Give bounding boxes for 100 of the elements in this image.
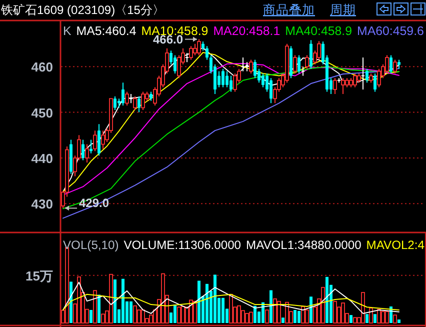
bar <box>254 306 256 323</box>
bar <box>282 318 284 323</box>
candlestick <box>366 68 368 84</box>
candlestick <box>244 62 250 72</box>
bar <box>90 310 92 323</box>
candlestick <box>345 78 349 88</box>
bar <box>381 311 385 324</box>
candlestick <box>230 75 232 92</box>
candlestick <box>357 73 361 84</box>
candlestick <box>85 144 89 164</box>
candlestick <box>341 78 345 95</box>
candlestick <box>150 91 152 102</box>
text: 商品叠加 <box>263 3 315 17</box>
bar <box>133 305 137 324</box>
bar <box>366 314 368 323</box>
bar <box>294 310 296 323</box>
bar <box>353 317 357 324</box>
bar <box>93 290 97 324</box>
bar <box>377 308 381 324</box>
candlestick <box>193 43 197 56</box>
bar <box>333 300 337 324</box>
bar <box>114 279 116 323</box>
bar <box>229 294 233 324</box>
bar <box>249 312 253 324</box>
bar <box>398 320 400 323</box>
candlestick <box>377 68 381 88</box>
bar <box>109 274 113 324</box>
candlestick <box>98 124 100 156</box>
candlestick <box>226 70 228 88</box>
candlestick <box>133 96 137 111</box>
bar <box>245 313 249 324</box>
candlestick <box>300 66 306 76</box>
candlestick <box>398 59 400 70</box>
candlestick <box>293 54 297 74</box>
bar <box>270 290 272 323</box>
candlestick <box>101 130 105 150</box>
candlestick <box>333 78 337 95</box>
candlestick <box>122 82 124 106</box>
candlestick <box>184 52 190 63</box>
bar <box>198 280 200 323</box>
bar <box>310 296 312 323</box>
y-tick-label: 430 <box>31 196 53 212</box>
candlestick <box>197 38 201 56</box>
candlestick <box>240 57 246 72</box>
bar <box>237 305 241 324</box>
candlestick <box>369 73 373 84</box>
candlestick <box>298 54 300 74</box>
bar <box>326 276 328 323</box>
bar <box>361 292 365 324</box>
bar <box>222 298 224 323</box>
bar <box>393 314 397 324</box>
candlestick <box>93 130 97 152</box>
bar <box>385 311 389 324</box>
candlestick <box>317 40 321 60</box>
candlestick <box>82 139 84 161</box>
candlestick <box>174 54 176 74</box>
bar <box>174 304 176 323</box>
candlestick <box>141 91 145 111</box>
candlestick <box>360 57 366 90</box>
bar <box>177 306 181 324</box>
candlestick <box>218 70 220 88</box>
y-tick-label: 460 <box>31 60 53 75</box>
candlestick <box>222 68 224 88</box>
candlestick <box>189 46 193 60</box>
candlestick <box>254 59 256 79</box>
text: 铁矿石1609 (023109)〈15分〉 <box>0 3 164 17</box>
bar <box>189 300 193 324</box>
candlestick <box>305 54 309 70</box>
candlestick <box>233 73 237 92</box>
bar <box>98 294 100 323</box>
bar <box>122 278 124 323</box>
candlestick <box>393 59 397 74</box>
bar <box>161 273 165 324</box>
y-tick-label: 450 <box>31 105 53 120</box>
candlestick <box>262 73 264 88</box>
bar <box>301 306 305 324</box>
candlestick <box>125 91 129 106</box>
bar <box>277 300 281 324</box>
text: 周期 <box>330 3 356 17</box>
bar <box>341 302 345 324</box>
bar <box>193 300 197 324</box>
bar <box>265 310 269 324</box>
bar <box>70 282 72 323</box>
bar <box>374 314 376 323</box>
bar <box>137 310 141 324</box>
bar <box>214 274 216 323</box>
candlestick <box>349 78 353 88</box>
bar <box>141 310 145 324</box>
bar <box>321 286 325 324</box>
bar <box>262 302 264 323</box>
bar <box>77 276 81 324</box>
bar <box>305 310 309 324</box>
candlestick <box>128 94 134 104</box>
candlestick <box>138 96 140 113</box>
y-tick-label: 440 <box>31 150 53 166</box>
y-tick-label: 15万 <box>26 268 53 284</box>
candlestick <box>270 78 272 104</box>
bar <box>130 301 132 323</box>
candlestick <box>385 54 389 74</box>
candlestick <box>202 41 204 52</box>
